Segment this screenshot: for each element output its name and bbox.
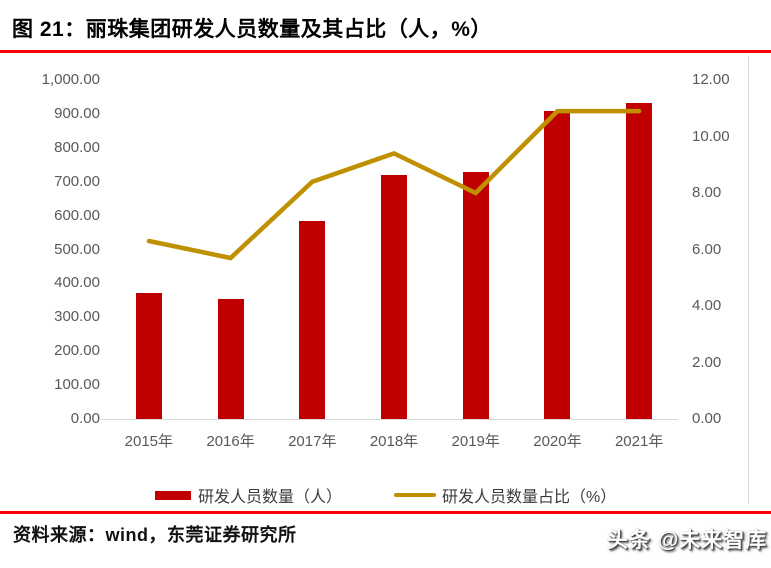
x-axis-label-2015年: 2015年 [124,433,174,450]
x-axis-label-2020年: 2020年 [533,433,582,450]
legend-bar-swatch [155,490,191,500]
title-divider-red-line [0,50,771,53]
right-axis-tick: 12.00 [692,71,730,88]
x-axis-label-2019年: 2019年 [451,433,500,450]
legend-bar-label: 研发人员数量（人） [198,489,343,506]
left-axis-tick: 700.00 [54,172,100,190]
right-axis-tick: 2.00 [692,353,722,371]
right-axis-tick: 0.00 [692,410,722,427]
left-axis-tick: 400.00 [54,274,100,292]
right-axis-tick: 6.00 [692,240,722,258]
x-axis-label-2016年: 2016年 [206,433,255,450]
right-axis-tick: 4.00 [692,297,722,314]
x-axis-line [100,419,678,420]
left-axis-tick: 800.00 [54,138,100,156]
footer-divider-red-line [0,511,771,514]
legend-item-bar: 研发人员数量（人） [155,483,342,507]
legend: 研发人员数量（人） 研发人员数量占比（%） [155,483,616,507]
x-axis-label-2018年: 2018年 [369,433,419,450]
left-axis-tick: 900.00 [54,104,100,122]
left-axis-tick: 600.00 [54,206,100,224]
left-axis-tick: 200.00 [54,342,100,360]
legend-item-line: 研发人员数量占比（%） [394,483,616,507]
source-text: 资料来源：wind，东莞证券研究所 [13,525,297,545]
left-axis-tick: 500.00 [54,240,100,258]
right-axis-tick: 10.00 [692,127,730,145]
chart-right-border [748,56,749,504]
left-axis-tick: 0.00 [70,410,100,427]
bar-2015年 [135,292,162,419]
watermark-text: 头条 @未来智库 [607,529,768,552]
right-axis-tick: 8.00 [692,184,722,201]
left-axis-tick: 1,000.00 [41,71,100,88]
bar-2019年 [462,172,489,419]
x-axis-label-2021年: 2021年 [614,433,664,450]
bar-2021年 [626,103,653,419]
figure-title: 图 21：丽珠集团研发人员数量及其占比（人，%） [12,18,492,41]
legend-line-swatch [394,493,437,497]
bar-2016年 [217,298,244,419]
x-axis-label-2017年: 2017年 [288,433,337,450]
bar-2017年 [299,220,326,419]
bar-2018年 [381,174,407,419]
left-axis-tick: 100.00 [54,376,100,394]
left-axis-tick: 300.00 [54,308,100,326]
legend-line-label: 研发人员数量占比（%） [442,489,617,506]
bar-2020年 [544,110,571,419]
